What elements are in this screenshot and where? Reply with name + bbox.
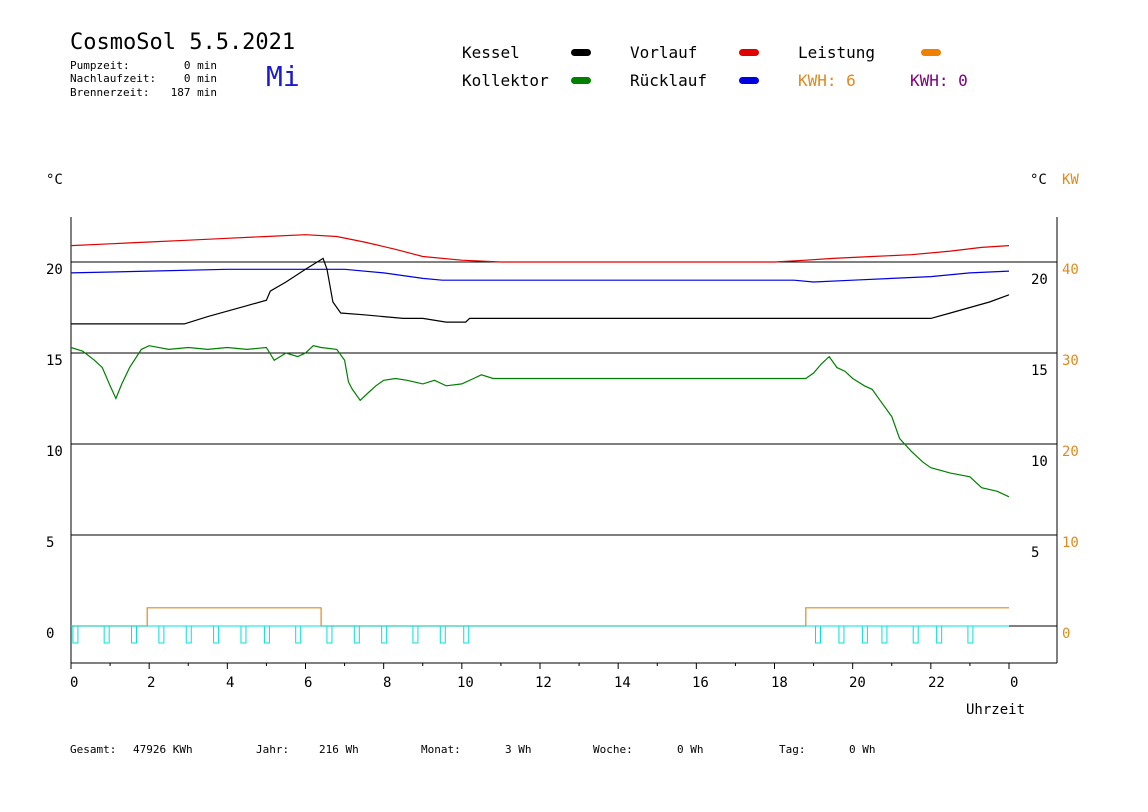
footer-woche-value: 0 Wh: [677, 743, 704, 756]
x-tick-label: 16: [692, 675, 709, 691]
x-axis-title: Uhrzeit: [966, 702, 1026, 718]
footer-jahr-value: 216 Wh: [319, 743, 359, 756]
series-line-vorlauf: [70, 234, 1010, 263]
footer-gesamt-value: 47926 KWh: [133, 743, 193, 756]
legend-leistung-label: Leistung: [798, 43, 876, 62]
pump-pulse: [72, 625, 79, 644]
legend-kollektor-label: Kollektor: [462, 71, 549, 90]
legend-kollektor-swatch: [571, 77, 591, 84]
kw-tick-label: 30: [1062, 353, 1079, 369]
pump-pulse: [463, 625, 470, 644]
footer-tag-value: 0 Wh: [849, 743, 876, 756]
kwh-value-orange: KWH: 6: [798, 71, 856, 90]
kw-tick-label: 10: [1062, 535, 1079, 551]
kwh-value-purple: KWH: 0: [910, 71, 968, 90]
chart-title: CosmoSol 5.5.2021: [70, 30, 296, 55]
x-tick-label: 0: [70, 675, 79, 691]
pump-pulse: [240, 625, 247, 644]
x-tick-label: 10: [457, 675, 474, 691]
series-line-kessel: [71, 257, 1010, 325]
legend-ruecklauf-swatch: [739, 77, 759, 84]
left-tick-label: 0: [46, 626, 55, 642]
time-value-nachlauf: 0 min: [183, 72, 217, 85]
legend-vorlauf-swatch: [739, 49, 759, 56]
right-tick-label: 20: [1031, 272, 1048, 288]
kw-tick-label: 0: [1062, 626, 1071, 642]
series-line-kollektor: [70, 345, 1010, 498]
x-tick-label: 2: [147, 675, 156, 691]
legend-kessel-label: Kessel: [462, 43, 520, 62]
series-line-rcklauf: [70, 268, 1010, 283]
pump-pulse: [103, 625, 110, 644]
series-line-leistung: [71, 607, 1009, 627]
footer-woche-label: Woche:: [593, 743, 633, 756]
x-tick-label: 4: [226, 675, 235, 691]
time-label-pump: Pumpzeit:: [70, 59, 130, 72]
pump-pulse: [814, 625, 821, 644]
legend-leistung-swatch: [921, 49, 941, 56]
pump-pulse: [861, 625, 868, 644]
pump-pulse: [412, 625, 419, 644]
legend-kessel-swatch: [571, 49, 591, 56]
legend-ruecklauf-label: Rücklauf: [630, 71, 708, 90]
time-label-brenner: Brennerzeit:: [70, 86, 150, 99]
footer-jahr-label: Jahr:: [256, 743, 290, 756]
footer-gesamt-label: Gesamt:: [70, 743, 117, 756]
pump-pulse: [936, 625, 943, 644]
left-tick-label: 20: [46, 262, 63, 278]
footer-monat-value: 3 Wh: [505, 743, 532, 756]
x-tick-label: 6: [304, 675, 313, 691]
pump-pulse: [326, 625, 333, 644]
pump-pulse: [185, 625, 192, 644]
time-value-pump: 0 min: [183, 59, 217, 72]
right-tick-label: 10: [1031, 454, 1048, 470]
time-value-brenner: 187 min: [170, 86, 217, 99]
left-tick-label: 5: [46, 535, 55, 551]
footer-monat-label: Monat:: [421, 743, 461, 756]
footer-tag-label: Tag:: [779, 743, 806, 756]
pump-pulse: [263, 625, 270, 644]
x-tick-label: 18: [771, 675, 788, 691]
pump-pulse: [912, 625, 919, 644]
x-tick-label: 12: [535, 675, 552, 691]
kw-axis-unit: KW: [1062, 172, 1079, 188]
pump-pulse: [213, 625, 220, 644]
legend-vorlauf-label: Vorlauf: [630, 43, 698, 62]
left-tick-label: 10: [46, 444, 63, 460]
left-axis-unit: °C: [46, 172, 63, 188]
pump-pulse: [131, 625, 138, 644]
time-label-nachlauf: Nachlaufzeit:: [70, 72, 157, 85]
pump-pulse: [295, 625, 302, 644]
right-axis-unit: °C: [1030, 172, 1047, 188]
pump-pulse: [838, 625, 845, 644]
kw-tick-label: 40: [1062, 262, 1079, 278]
kw-tick-label: 20: [1062, 444, 1079, 460]
pump-pulse: [381, 625, 388, 644]
x-tick-label: 8: [383, 675, 392, 691]
weekday-label: Mi: [266, 60, 300, 93]
x-tick-label: 0: [1010, 675, 1019, 691]
left-tick-label: 15: [46, 353, 63, 369]
pump-pulse: [158, 625, 165, 644]
pump-pulse: [967, 625, 974, 644]
x-tick-label: 20: [849, 675, 866, 691]
right-tick-label: 15: [1031, 363, 1048, 379]
x-tick-label: 22: [928, 675, 945, 691]
x-tick-label: 14: [614, 675, 631, 691]
pump-pulse: [881, 625, 888, 644]
right-tick-label: 5: [1031, 545, 1040, 561]
pump-pulse: [353, 625, 360, 644]
pump-pulse: [439, 625, 446, 644]
